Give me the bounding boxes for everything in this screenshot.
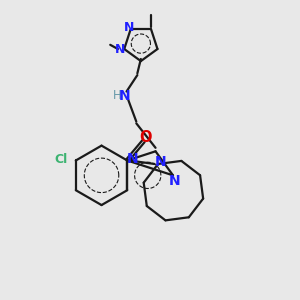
- Text: O: O: [140, 130, 152, 145]
- Text: N: N: [154, 155, 166, 169]
- Text: N: N: [119, 89, 130, 103]
- Text: N: N: [169, 174, 181, 188]
- Text: Cl: Cl: [55, 153, 68, 166]
- Text: N: N: [115, 43, 125, 56]
- Text: N: N: [127, 152, 138, 166]
- Text: N: N: [124, 21, 134, 34]
- Text: H: H: [113, 88, 122, 101]
